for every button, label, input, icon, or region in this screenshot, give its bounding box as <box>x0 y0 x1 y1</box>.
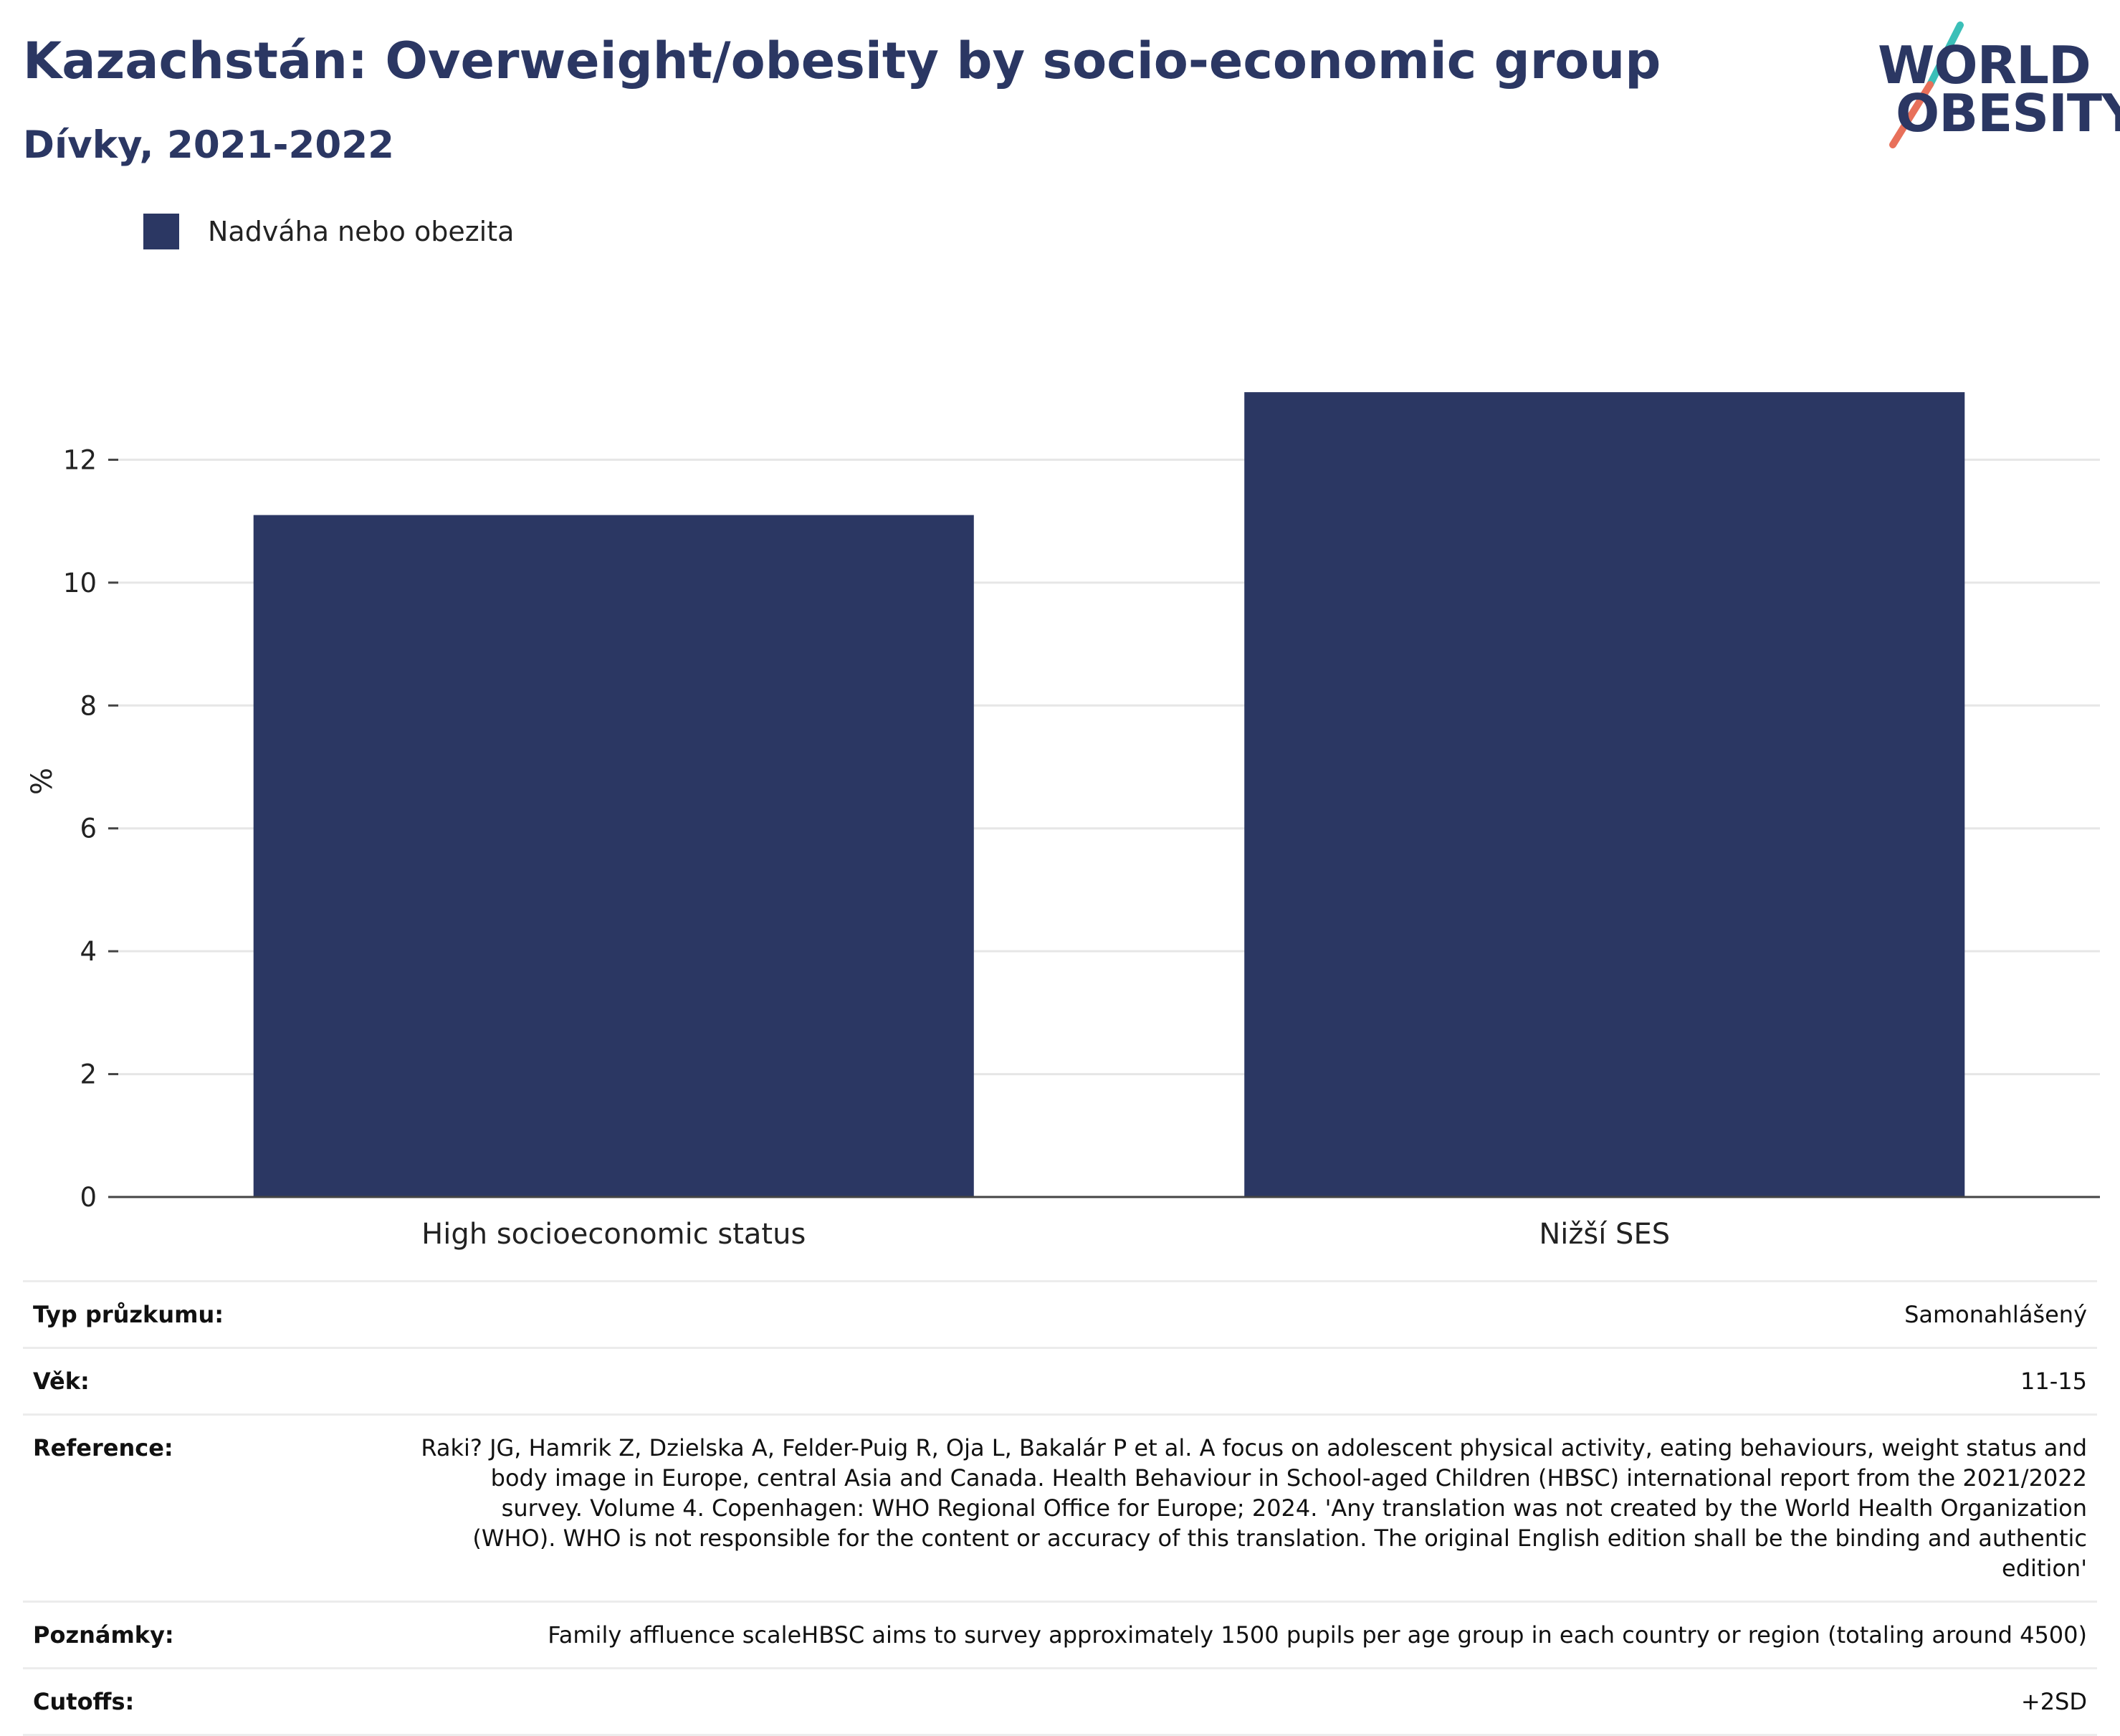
info-row: Cutoffs: +2SD <box>23 1667 2097 1736</box>
bar <box>1244 392 1965 1198</box>
info-value: +2SD <box>401 1667 2097 1736</box>
info-row: Věk: 11-15 <box>23 1347 2097 1416</box>
x-category-label: Nižší SES <box>1539 1218 1670 1251</box>
y-tick-label: 8 <box>80 690 97 721</box>
legend: Nadváha nebo obezita <box>143 214 514 249</box>
info-table: Typ průzkumu: Samonahlášený Věk: 11-15 Refer… <box>23 1280 2097 1736</box>
logo-slash-icon <box>1889 22 1964 148</box>
info-row: Poznámky: Family affluence scaleHBSC aims… <box>23 1601 2097 1669</box>
info-value: Raki? JG, Hamrik Z, Dzielska A, Felder-P… <box>401 1413 2097 1603</box>
y-tick-label: 6 <box>80 814 97 844</box>
chart-subtitle: Dívky, 2021-2022 <box>23 123 394 167</box>
x-category-label: High socioeconomic status <box>421 1218 806 1251</box>
info-value: Family affluence scaleHBSC aims to surve… <box>401 1601 2097 1669</box>
info-row: Reference: Raki? JG, Hamrik Z, Dzielska A… <box>23 1413 2097 1603</box>
info-key: Poznámky: <box>23 1601 401 1669</box>
info-key: Cutoffs: <box>23 1667 401 1736</box>
y-tick-label: 4 <box>80 936 97 967</box>
legend-label: Nadváha nebo obezita <box>208 216 515 247</box>
y-tick-label: 2 <box>80 1059 97 1090</box>
bar-chart: 0 2 4 6 8 10 12 High socioeconomic status Nižší … <box>26 392 2100 1251</box>
logo-word-world: WORLD <box>1878 35 2091 95</box>
y-tick-label: 10 <box>63 568 97 598</box>
info-key: Reference: <box>23 1413 401 1603</box>
info-key: Věk: <box>23 1347 401 1416</box>
logo-word-obesity: OBESITY <box>1896 83 2120 143</box>
y-tick-label: 12 <box>63 444 97 475</box>
info-key: Typ průzkumu: <box>23 1280 401 1349</box>
y-axis-label: % <box>26 768 59 795</box>
bar <box>253 515 974 1197</box>
world-obesity-logo: WORLD OBESITY <box>1874 22 2120 154</box>
chart-title: Kazachstán: Overweight/obesity by socio-… <box>23 32 1661 90</box>
y-tick-label: 0 <box>80 1182 97 1213</box>
info-value: Samonahlášený <box>401 1280 2097 1349</box>
info-row: Typ průzkumu: Samonahlášený <box>23 1280 2097 1349</box>
info-value: 11-15 <box>401 1347 2097 1416</box>
legend-swatch <box>143 214 179 249</box>
